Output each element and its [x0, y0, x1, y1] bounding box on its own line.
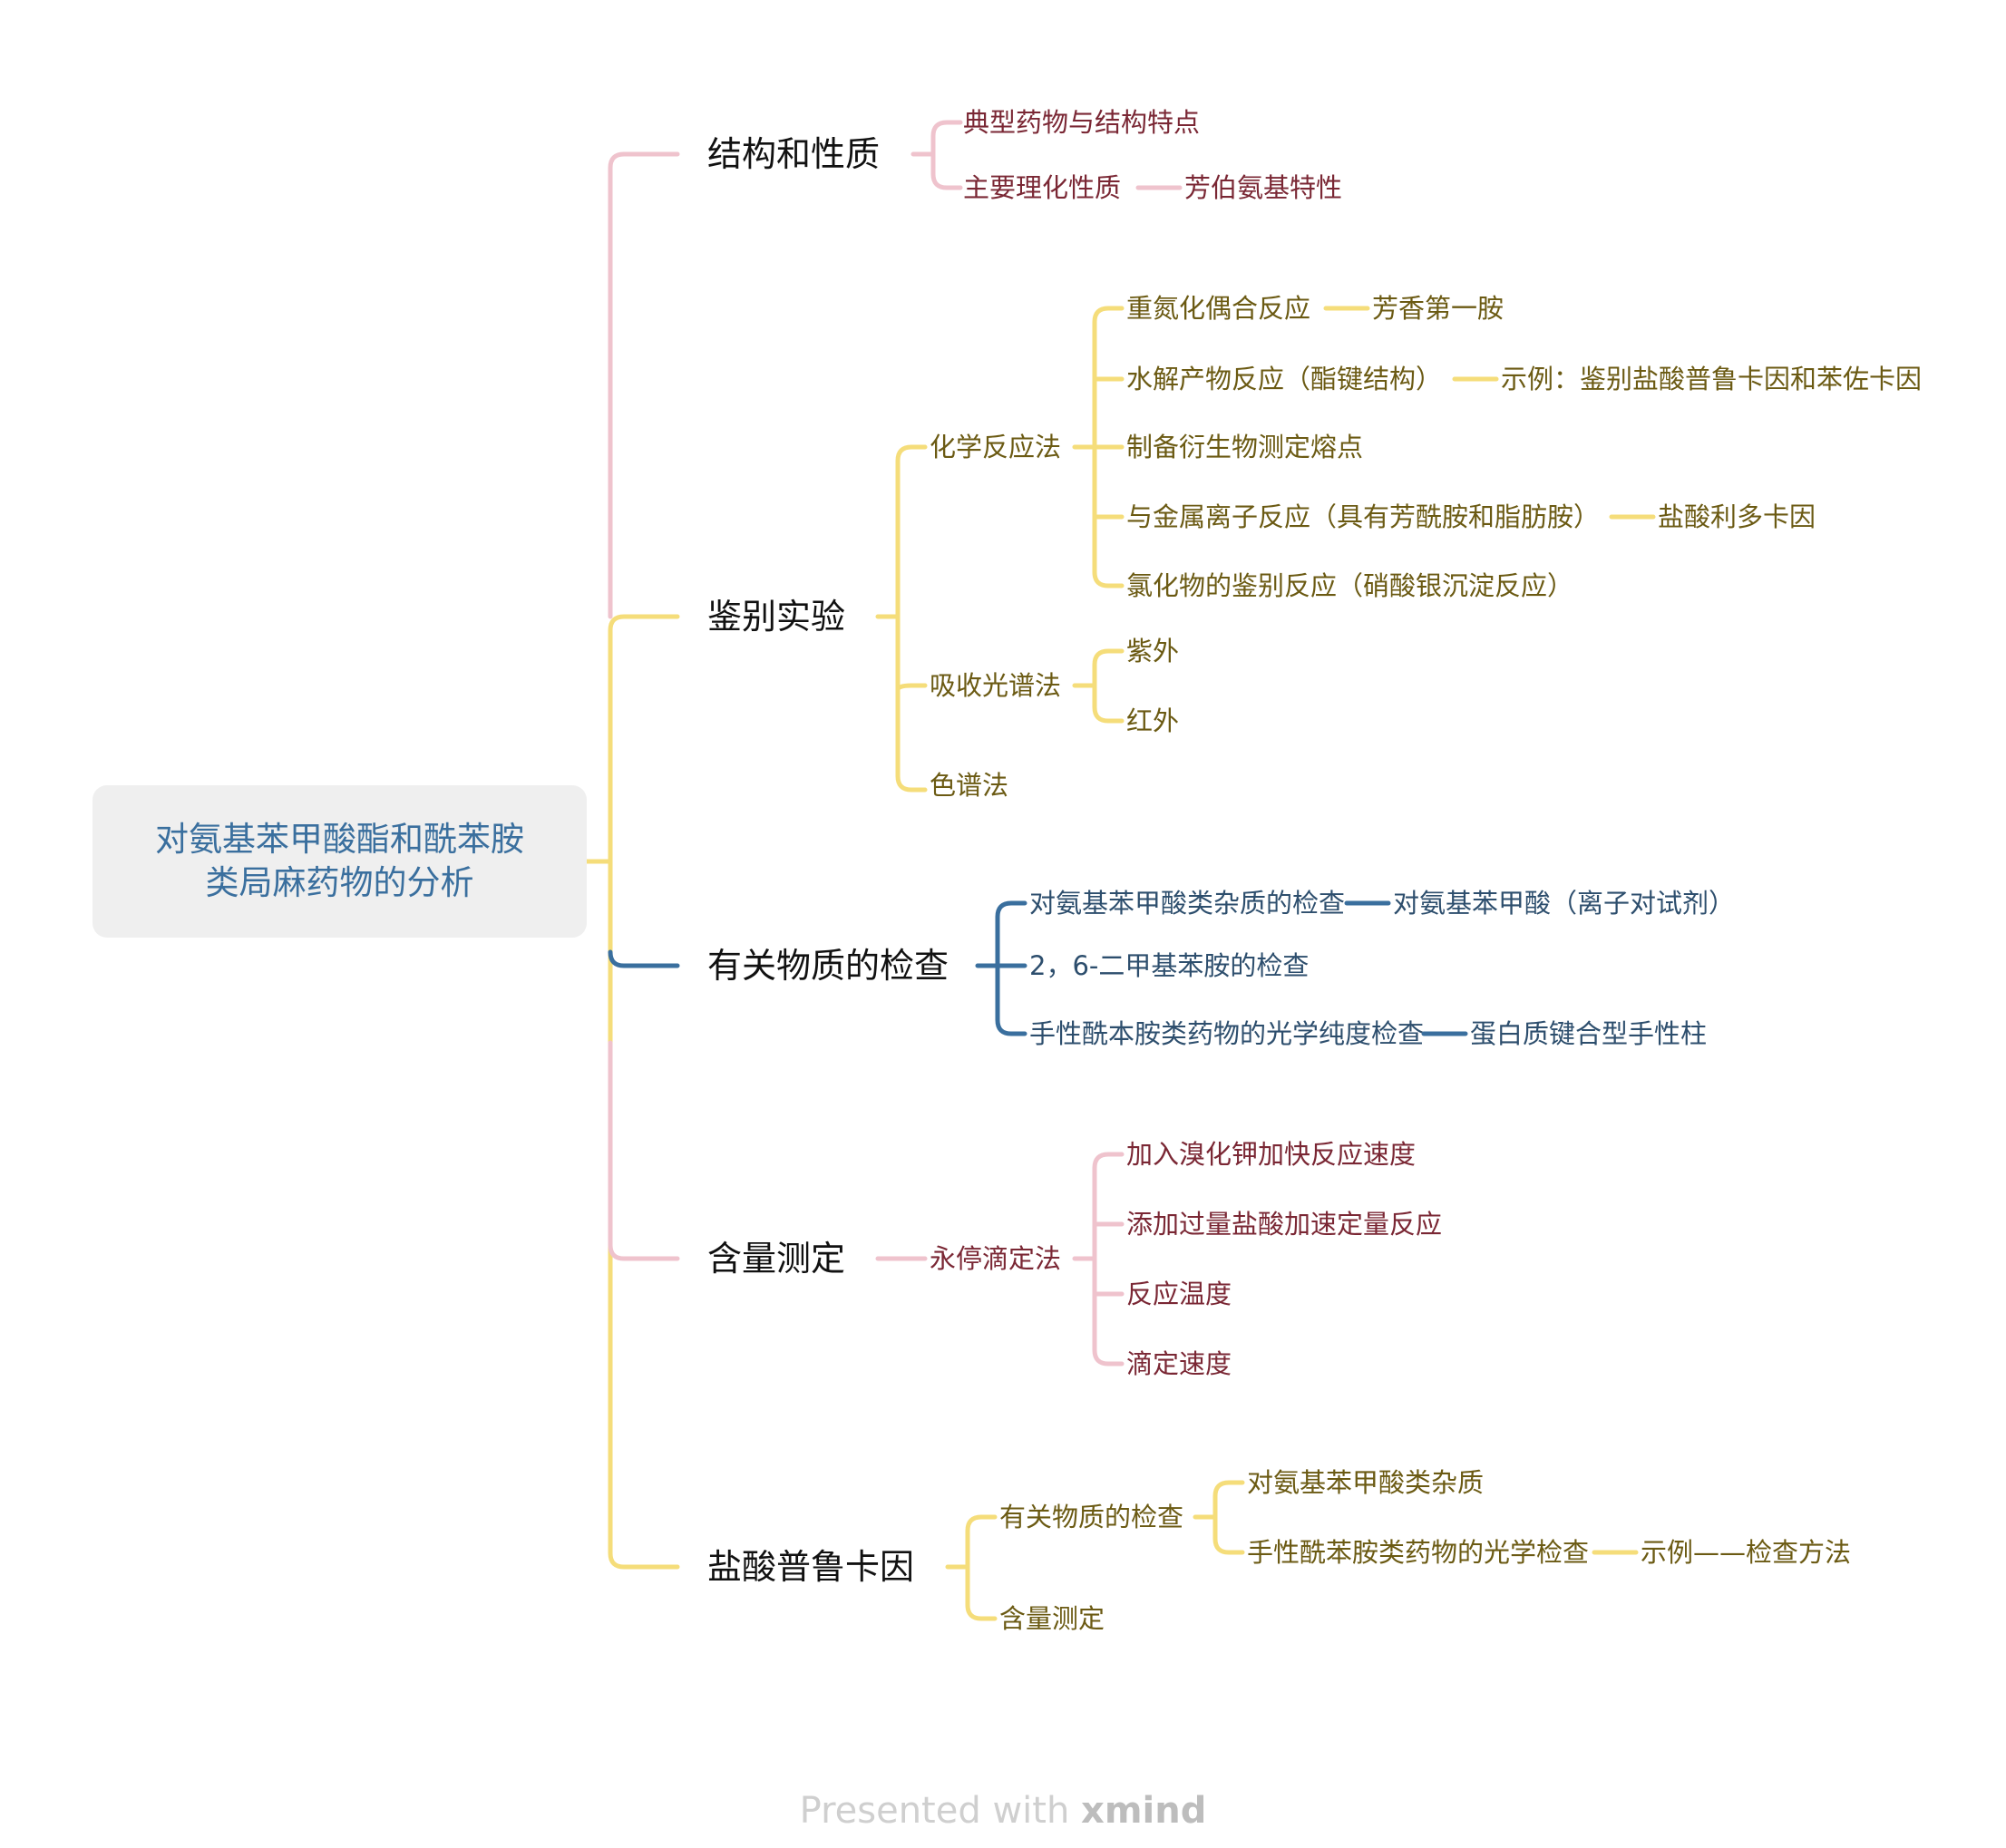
node-temperature[interactable]: 反应温度 — [1126, 1279, 1232, 1309]
yellow-connectors — [584, 306, 1656, 1621]
root-topic-line2: 类局麻药物的分析 — [205, 863, 474, 902]
node-excess-hcl[interactable]: 添加过量盐酸加速定量反应 — [1126, 1209, 1443, 1240]
spectro-bracket — [1072, 648, 1125, 724]
footer-prefix: Presented with — [799, 1790, 1082, 1832]
node-titration-speed[interactable]: 滴定速度 — [1126, 1348, 1232, 1379]
node-chloride[interactable]: 氯化物的鉴别反应（硝酸银沉淀反应） — [1126, 570, 1574, 601]
node-paba-check[interactable]: 对氨基苯甲酸类杂质的检查 — [1029, 888, 1346, 919]
node-typical-drugs[interactable]: 典型药物与结构特点 — [963, 107, 1201, 138]
pink-connectors — [608, 120, 1183, 1367]
node-procaine-related[interactable]: 有关物质的检查 — [999, 1502, 1184, 1532]
impurity-bracket — [975, 900, 1027, 1036]
structure-branch-line — [608, 151, 680, 619]
node-diazo-note[interactable]: 芳香第一胺 — [1372, 293, 1504, 324]
node-metal-note[interactable]: 盐酸利多卡因 — [1658, 501, 1816, 532]
node-physchem-note[interactable]: 芳伯氨基特性 — [1184, 172, 1343, 203]
blue-connectors — [608, 900, 1468, 1036]
branch-structure[interactable]: 结构和性质 — [707, 134, 881, 174]
node-dead-stop-titration[interactable]: 永停滴定法 — [930, 1243, 1062, 1274]
root-trunk-line — [584, 614, 680, 1570]
footer-brand: xmind — [1081, 1790, 1207, 1832]
node-procaine-optical[interactable]: 手性酰苯胺类药物的光学检查 — [1247, 1537, 1590, 1568]
xmind-watermark: Presented with xmind — [0, 1790, 2006, 1832]
node-hydrolysis[interactable]: 水解产物反应（酯键结构） — [1126, 364, 1443, 394]
node-paba-note[interactable]: 对氨基苯甲酸（离子对试剂） — [1393, 888, 1736, 919]
node-ir[interactable]: 红外 — [1126, 705, 1180, 736]
node-kbr[interactable]: 加入溴化钾加快反应速度 — [1126, 1139, 1417, 1170]
chemical-notes — [1323, 306, 1656, 520]
impurity-notes — [1344, 900, 1468, 1036]
node-derivative[interactable]: 制备衍生物测定熔点 — [1126, 432, 1364, 462]
branch-identification[interactable]: 鉴别实验 — [707, 597, 846, 637]
root-topic-line1: 对氨基苯甲酸酯和酰苯胺 — [155, 820, 524, 859]
branch-assay[interactable]: 含量测定 — [707, 1239, 846, 1279]
impurity-branch-line — [608, 949, 680, 968]
node-dimethylaniline[interactable]: 2，6-二甲基苯胺的检查 — [1029, 950, 1310, 981]
chemical-bracket — [1072, 306, 1125, 588]
node-procaine-assay[interactable]: 含量测定 — [999, 1603, 1105, 1634]
node-chiral-purity[interactable]: 手性酰本胺类药物的光学纯度检查 — [1029, 1018, 1425, 1049]
node-spectro-method[interactable]: 吸收光谱法 — [930, 670, 1062, 701]
identification-bracket — [875, 444, 928, 793]
node-uv[interactable]: 紫外 — [1126, 636, 1180, 666]
branch-impurity[interactable]: 有关物质的检查 — [707, 946, 949, 986]
method-bracket — [1072, 1152, 1125, 1367]
procaine-related-bracket — [1193, 1480, 1245, 1555]
node-procaine-optical-note[interactable]: 示例——检查方法 — [1641, 1537, 1852, 1568]
branch-procaine[interactable]: 盐酸普鲁卡因 — [707, 1547, 915, 1587]
structure-bracket — [910, 120, 963, 190]
node-chemical-method[interactable]: 化学反应法 — [930, 432, 1062, 462]
node-metal[interactable]: 与金属离子反应（具有芳酰胺和脂肪胺） — [1126, 501, 1601, 532]
node-physchem[interactable]: 主要理化性质 — [963, 172, 1122, 203]
node-chromatography[interactable]: 色谱法 — [930, 770, 1009, 801]
assay-branch-line — [608, 1040, 680, 1261]
root-topic[interactable]: 对氨基苯甲酸酯和酰苯胺 类局麻药物的分析 — [93, 785, 587, 938]
procaine-bracket — [945, 1514, 998, 1621]
node-chiral-note[interactable]: 蛋白质键合型手性柱 — [1470, 1018, 1708, 1049]
node-procaine-paba[interactable]: 对氨基苯甲酸类杂质 — [1247, 1467, 1485, 1498]
node-diazo[interactable]: 重氮化偶合反应 — [1126, 293, 1311, 324]
node-hydrolysis-note[interactable]: 示例：鉴别盐酸普鲁卡因和苯佐卡因 — [1501, 364, 1923, 394]
